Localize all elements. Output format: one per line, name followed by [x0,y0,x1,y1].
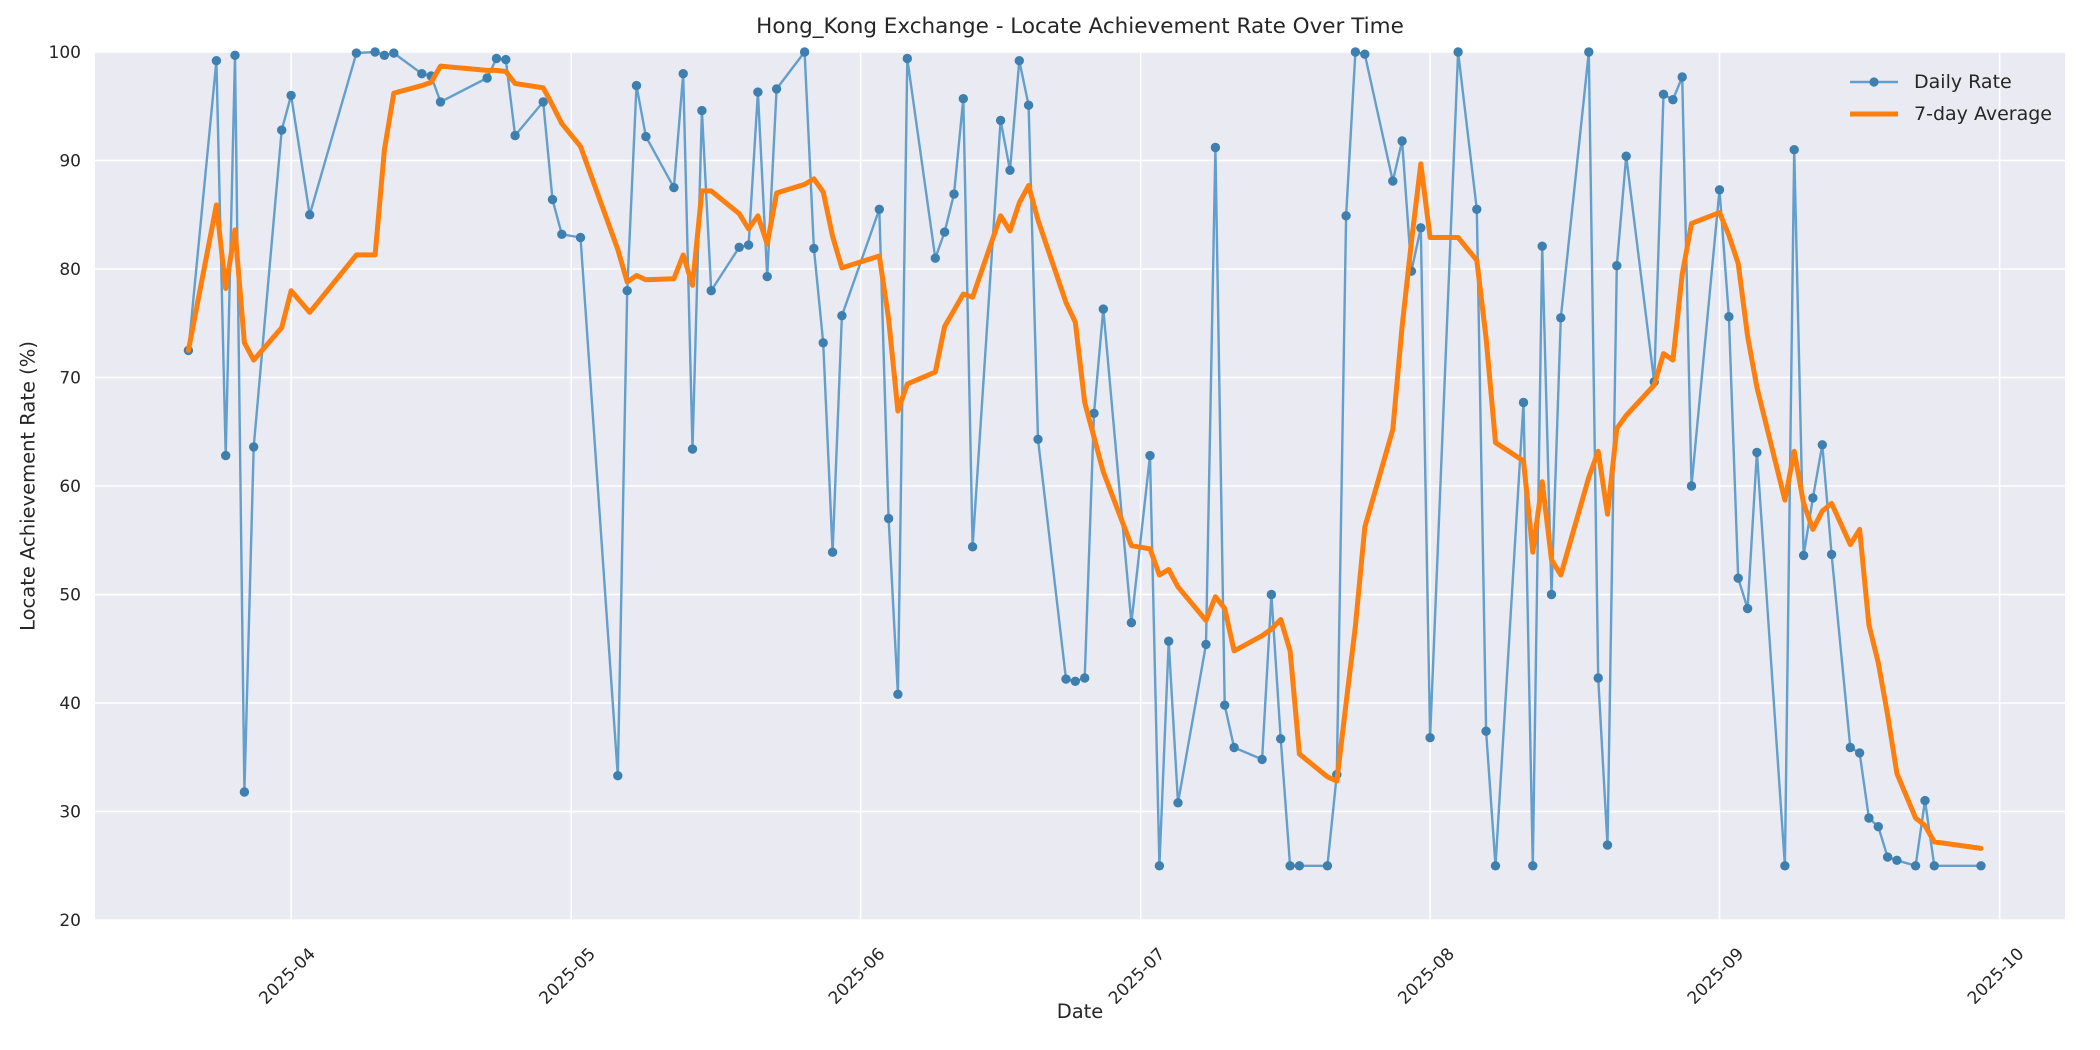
svg-text:60: 60 [59,477,81,497]
svg-text:40: 40 [59,694,81,714]
legend: Daily Rate 7-day Average [1840,64,2060,132]
svg-text:50: 50 [59,586,81,606]
svg-text:2025-08: 2025-08 [1394,944,1458,1008]
svg-text:2025-04: 2025-04 [255,944,319,1008]
svg-text:2025-09: 2025-09 [1684,944,1748,1008]
svg-text:2025-10: 2025-10 [1964,944,2028,1008]
svg-text:80: 80 [59,260,81,280]
legend-item-daily-rate: Daily Rate [1848,68,2052,96]
daily-rate-line-icon [1850,77,1899,87]
svg-text:20: 20 [59,911,81,931]
svg-text:2025-07: 2025-07 [1105,944,1169,1008]
svg-text:2025-06: 2025-06 [825,944,889,1008]
chart-title: Hong_Kong Exchange - Locate Achievement … [756,14,1404,39]
svg-text:100: 100 [49,43,81,63]
svg-text:70: 70 [59,369,81,389]
x-axis-label: Date [1056,1000,1104,1023]
y-axis-label: Locate Achievement Rate (%) [16,341,40,631]
legend-label-7day-average: 7-day Average [1914,103,2052,125]
svg-text:90: 90 [59,152,81,172]
legend-item-7day-average: 7-day Average [1848,100,2052,128]
svg-text:30: 30 [59,803,81,823]
svg-text:2025-05: 2025-05 [535,944,599,1008]
legend-label-daily-rate: Daily Rate [1914,71,2012,93]
seven-day-average-line-icon [1850,111,1899,117]
